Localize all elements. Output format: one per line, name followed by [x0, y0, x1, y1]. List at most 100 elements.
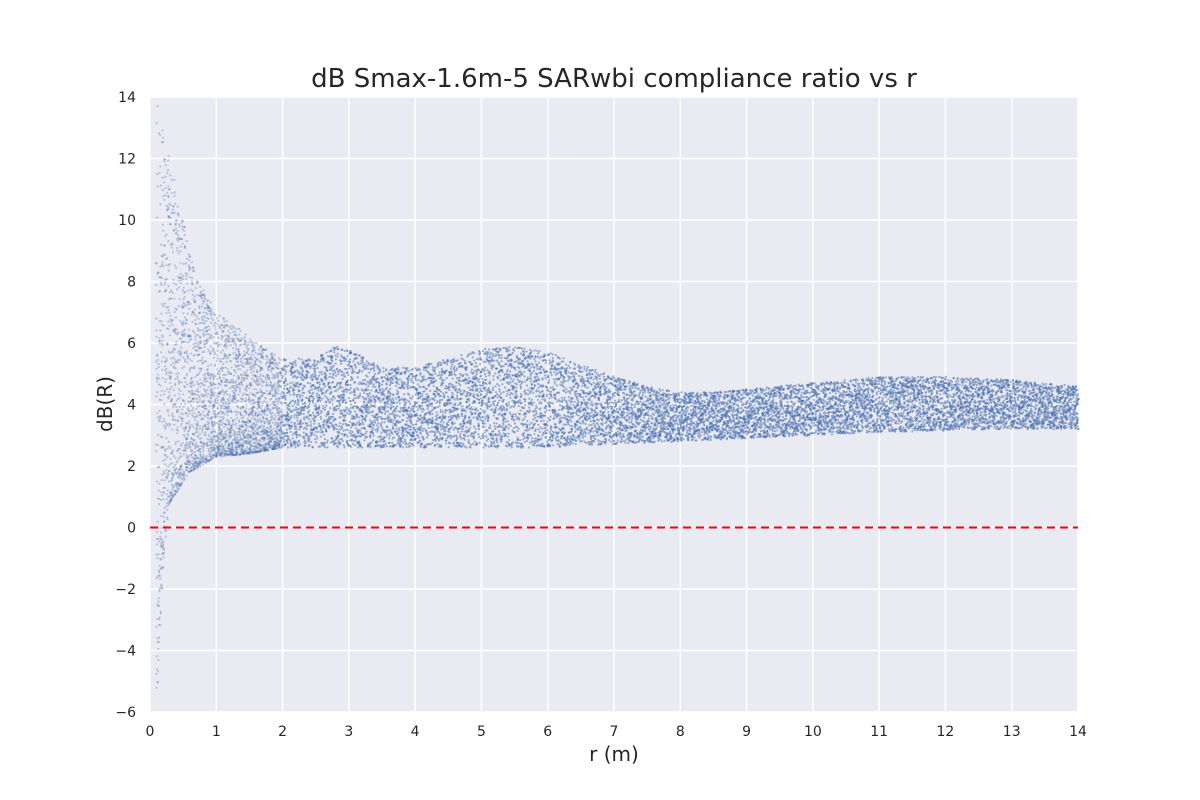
scatter-point — [260, 404, 264, 407]
scatter-point — [173, 327, 177, 330]
scatter-point — [408, 412, 411, 415]
scatter-point — [198, 411, 201, 414]
scatter-point — [180, 408, 184, 411]
scatter-point — [372, 364, 375, 367]
scatter-point — [353, 388, 356, 391]
scatter-point — [186, 432, 189, 436]
scatter-point — [289, 430, 292, 434]
scatter-point — [173, 358, 176, 361]
scatter-point — [348, 361, 351, 364]
scatter-point — [192, 400, 195, 403]
scatter-point — [334, 371, 337, 374]
scatter-point — [203, 316, 206, 319]
scatter-point — [172, 406, 175, 409]
scatter-point — [161, 335, 164, 338]
scatter-point — [295, 434, 298, 437]
scatter-point — [169, 243, 172, 246]
scatter-point — [390, 420, 393, 424]
scatter-point — [208, 440, 211, 443]
scatter-point — [288, 404, 291, 408]
scatter-point — [357, 420, 361, 423]
scatter-point — [234, 422, 238, 425]
scatter-point — [172, 278, 175, 281]
scatter-point — [391, 378, 395, 381]
scatter-point — [385, 431, 388, 435]
scatter-point — [263, 437, 266, 440]
scatter-point — [398, 415, 401, 418]
scatter-point — [166, 171, 169, 175]
scatter-point — [163, 283, 166, 286]
scatter-point — [353, 381, 357, 384]
scatter-point — [318, 385, 321, 389]
scatter-point — [165, 312, 168, 315]
scatter-point — [166, 208, 169, 211]
scatter-point — [180, 279, 183, 282]
scatter-point — [201, 463, 205, 466]
scatter-point — [180, 424, 183, 427]
scatter-point — [203, 350, 206, 353]
scatter-point — [163, 181, 166, 184]
scatter-point — [383, 436, 387, 439]
scatter-point — [301, 399, 304, 402]
scatter-point — [162, 551, 165, 555]
scatter-point — [405, 410, 408, 413]
scatter-point — [169, 491, 172, 494]
scatter-point — [162, 424, 166, 427]
scatter-point — [334, 385, 337, 388]
scatter-point — [208, 307, 211, 310]
scatter-point — [167, 397, 170, 400]
scatter-point — [169, 388, 172, 391]
scatter-point — [180, 337, 183, 340]
scatter-point — [397, 434, 401, 438]
scatter-point — [225, 401, 228, 404]
scatter-point — [172, 356, 175, 359]
scatter-point — [324, 395, 327, 398]
scatter-point — [203, 343, 207, 346]
scatter-point — [295, 393, 298, 397]
scatter-point — [170, 297, 173, 300]
scatter-point — [324, 446, 327, 449]
scatter-point — [162, 552, 165, 555]
scatter-point — [183, 225, 186, 229]
scatter-point — [354, 439, 357, 442]
scatter-point — [397, 399, 401, 402]
scatter-point — [194, 393, 197, 396]
scatter-point — [298, 373, 301, 376]
scatter-point — [199, 285, 202, 288]
scatter-point — [182, 475, 186, 479]
scatter-point — [267, 374, 270, 377]
scatter-point — [214, 332, 217, 335]
scatter-point — [157, 365, 160, 369]
scatter-point — [273, 359, 276, 362]
scatter-point — [389, 392, 392, 396]
scatter-point — [173, 403, 177, 406]
scatter-point — [203, 293, 206, 297]
scatter-point — [167, 309, 170, 312]
scatter-point — [275, 361, 278, 365]
scatter-point — [165, 475, 168, 478]
scatter-point — [172, 205, 175, 208]
scatter-point — [161, 334, 164, 337]
scatter-point — [343, 398, 346, 402]
scatter-point — [207, 364, 210, 367]
scatter-point — [222, 416, 225, 420]
scatter-point — [344, 408, 348, 411]
scatter-point — [363, 439, 366, 442]
scatter-point — [399, 420, 402, 424]
scatter-point — [177, 473, 180, 476]
scatter-point — [385, 434, 388, 437]
scatter-point — [191, 320, 194, 323]
scatter-point — [405, 434, 409, 437]
scatter-point — [238, 444, 242, 447]
scatter-point — [165, 204, 168, 207]
scatter-point — [157, 466, 160, 469]
scatter-point — [277, 367, 280, 370]
scatter-point — [388, 383, 392, 387]
scatter-point — [342, 414, 345, 417]
scatter-point — [203, 321, 206, 324]
scatter-point — [294, 359, 297, 362]
scatter-point — [355, 396, 358, 400]
scatter-point — [177, 304, 180, 308]
scatter-point — [278, 361, 281, 364]
scatter-point — [229, 428, 232, 432]
